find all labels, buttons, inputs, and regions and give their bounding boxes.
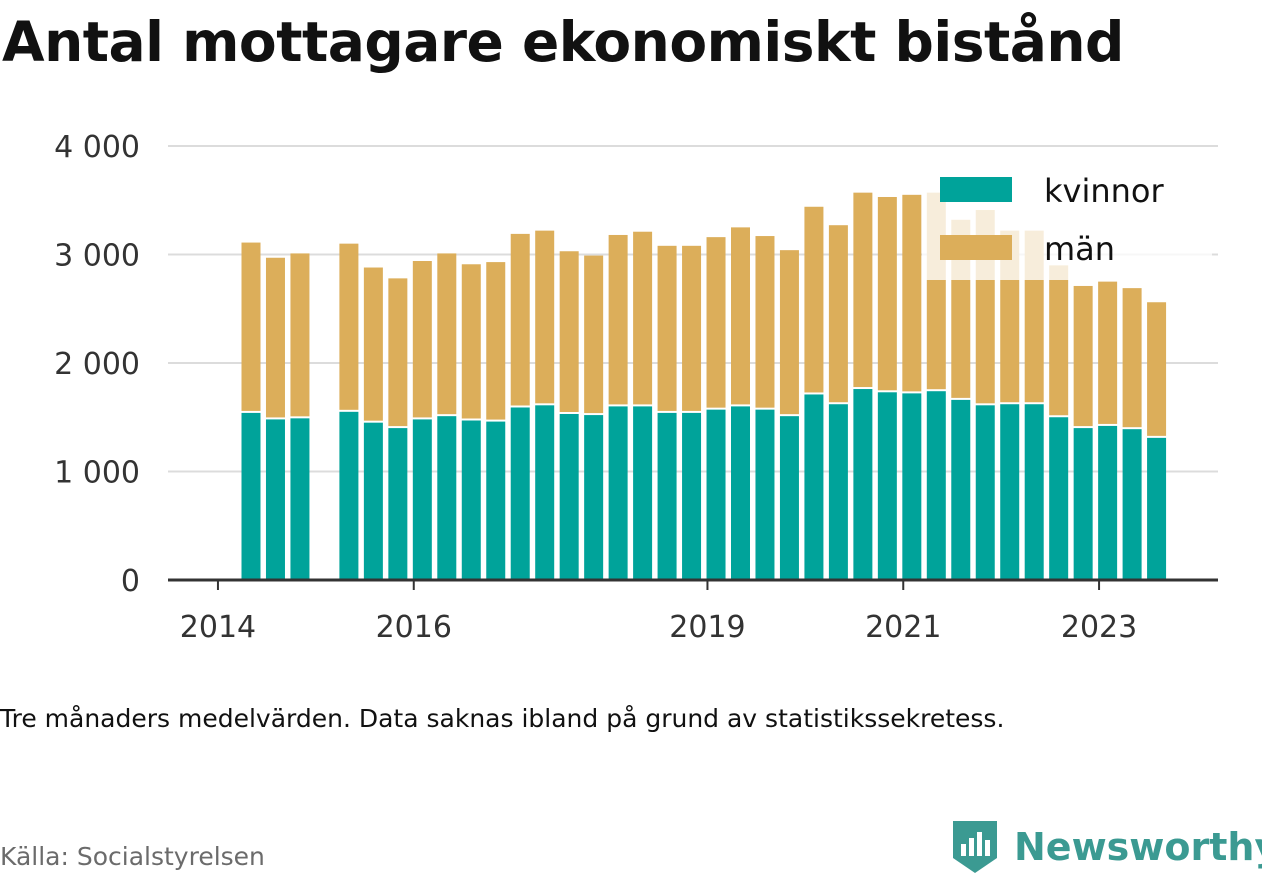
- bars: [241, 192, 1167, 580]
- bar-kvinnor: [412, 419, 432, 580]
- source-credit: Källa: Socialstyrelsen: [0, 842, 265, 871]
- bar-kvinnor: [1122, 429, 1142, 580]
- bar-kvinnor: [486, 421, 506, 580]
- bar-man: [461, 264, 481, 419]
- bar-kvinnor: [559, 413, 579, 580]
- bar-kvinnor: [290, 418, 310, 580]
- chart-title: Antal mottagare ekonomiskt bistånd: [2, 10, 1124, 74]
- x-tick-label: 2014: [180, 610, 256, 645]
- bar-kvinnor: [779, 416, 799, 580]
- chart-note: Tre månaders medelvärden. Data saknas ib…: [0, 704, 1005, 733]
- bar-man: [633, 231, 653, 405]
- y-tick-label: 0: [121, 564, 140, 599]
- bar-kvinnor: [975, 405, 995, 580]
- bar-man: [1147, 302, 1167, 436]
- bar-man: [265, 257, 285, 418]
- brand-name: Newsworthy: [1014, 825, 1262, 869]
- bar-kvinnor: [657, 412, 677, 580]
- bar-man: [388, 278, 408, 427]
- bar-man: [877, 196, 897, 391]
- bar-kvinnor: [461, 420, 481, 580]
- bar-man: [608, 234, 628, 405]
- bar-kvinnor: [1049, 417, 1069, 580]
- y-tick-label: 2 000: [54, 347, 140, 382]
- bar-man: [510, 233, 530, 406]
- bar-kvinnor: [731, 406, 750, 580]
- y-tick-label: 3 000: [54, 239, 140, 274]
- bar-kvinnor: [951, 399, 971, 580]
- x-tick-label: 2019: [669, 610, 745, 645]
- x-tick-label: 2021: [865, 610, 941, 645]
- bar-man: [412, 261, 432, 418]
- bar-kvinnor: [608, 406, 628, 580]
- bar-man: [1098, 281, 1118, 424]
- bar-man: [902, 194, 922, 392]
- bar-kvinnor: [535, 405, 555, 580]
- y-axis-ticks: 0 1 000 2 000 3 000 4 000: [54, 130, 140, 599]
- legend-label: kvinnor: [1044, 172, 1165, 210]
- bar-man: [682, 245, 702, 411]
- x-tick-label: 2016: [376, 610, 452, 645]
- brand-logo[interactable]: Newsworthy: [950, 818, 1262, 876]
- y-tick-label: 1 000: [54, 456, 140, 491]
- bar-kvinnor: [926, 391, 946, 580]
- bar-kvinnor: [1073, 428, 1093, 580]
- legend-swatch: [940, 235, 1012, 260]
- bar-man: [535, 230, 555, 404]
- bar-kvinnor: [1147, 437, 1167, 580]
- bar-man: [755, 236, 775, 408]
- bar-kvinnor: [1098, 425, 1118, 580]
- bar-kvinnor: [1000, 404, 1020, 580]
- bar-man: [853, 192, 873, 388]
- bar-man: [657, 245, 677, 411]
- bar-man: [584, 255, 604, 414]
- bar-man: [828, 225, 848, 403]
- bar-kvinnor: [241, 412, 261, 580]
- bar-kvinnor: [853, 389, 873, 580]
- bar-kvinnor: [437, 416, 457, 580]
- bar-man: [804, 206, 824, 393]
- bar-kvinnor: [363, 422, 383, 580]
- y-tick-label: 4 000: [54, 130, 140, 165]
- legend-label: män: [1044, 230, 1115, 268]
- bar-kvinnor: [510, 407, 530, 580]
- x-axis-ticks: 2014 2016 2019 2021 2023: [180, 580, 1137, 645]
- bar-man: [1122, 288, 1142, 428]
- bar-kvinnor: [584, 415, 604, 580]
- bar-man: [779, 250, 799, 415]
- x-tick-label: 2023: [1061, 610, 1137, 645]
- bar-man: [1049, 265, 1069, 416]
- bar-kvinnor: [706, 409, 726, 580]
- bar-kvinnor: [804, 394, 824, 580]
- bar-kvinnor: [388, 428, 408, 580]
- bar-kvinnor: [339, 411, 359, 580]
- bar-man: [241, 242, 261, 411]
- bar-man: [1073, 285, 1093, 427]
- bar-man: [731, 227, 750, 405]
- bar-man: [290, 253, 310, 417]
- bar-man: [486, 262, 506, 420]
- legend[interactable]: kvinnor män: [922, 165, 1212, 280]
- bar-man: [706, 237, 726, 408]
- bar-man: [559, 251, 579, 412]
- bar-kvinnor: [902, 393, 922, 580]
- newsworthy-logo-icon: [953, 821, 997, 873]
- bar-kvinnor: [755, 409, 775, 580]
- bar-kvinnor: [1024, 404, 1044, 580]
- bar-kvinnor: [633, 406, 653, 580]
- bar-kvinnor: [682, 412, 702, 580]
- bar-kvinnor: [828, 404, 848, 580]
- bar-man: [363, 267, 383, 421]
- bar-kvinnor: [877, 392, 897, 580]
- bar-man: [437, 253, 457, 415]
- legend-swatch: [940, 177, 1012, 202]
- bar-kvinnor: [265, 419, 285, 580]
- bar-man: [339, 243, 359, 410]
